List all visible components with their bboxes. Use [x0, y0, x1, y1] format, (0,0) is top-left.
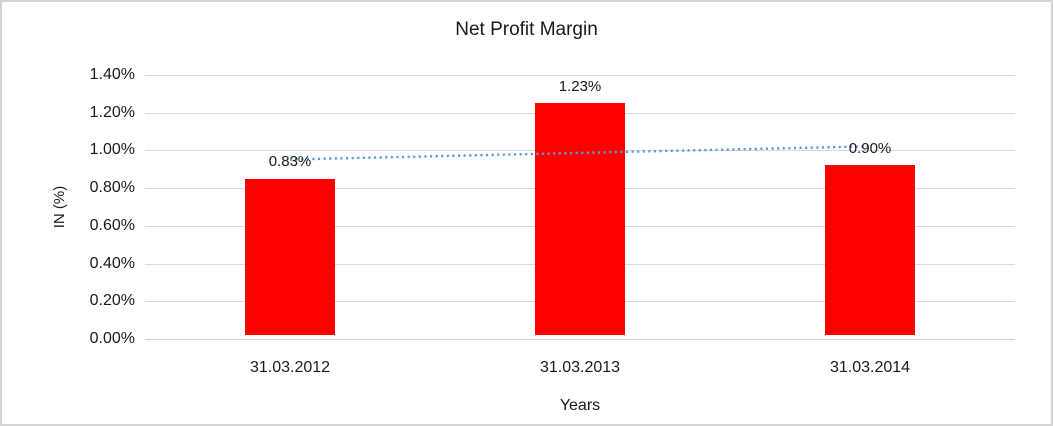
bar-2013	[535, 103, 625, 335]
x-tick-label-2013: 31.03.2013	[539, 359, 621, 376]
y-tick-label: 1.20%	[89, 104, 135, 121]
bar-2014	[825, 165, 915, 335]
gridline-baseline	[145, 339, 1015, 340]
x-tick-label-2012: 31.03.2012	[249, 359, 331, 376]
y-tick-label: 0.80%	[89, 179, 135, 196]
gridline	[145, 75, 1015, 76]
data-label-2013: 1.23%	[558, 78, 602, 96]
bar-2012	[245, 178, 335, 335]
x-axis-title: Years	[559, 397, 601, 414]
y-axis-title: IN (%)	[51, 185, 68, 229]
y-tick-label: 1.00%	[89, 141, 135, 158]
data-label-2014: 0.90%	[848, 140, 892, 158]
x-tick-label-2014: 31.03.2014	[829, 359, 911, 376]
y-tick-label: 0.00%	[89, 330, 135, 347]
y-tick-label: 0.60%	[89, 217, 135, 234]
y-tick-label: 0.20%	[89, 292, 135, 309]
data-label-2012: 0.83%	[268, 153, 312, 171]
y-tick-label: 0.40%	[89, 255, 135, 272]
y-tick-label: 1.40%	[89, 66, 135, 83]
chart-title: Net Profit Margin	[455, 19, 598, 40]
